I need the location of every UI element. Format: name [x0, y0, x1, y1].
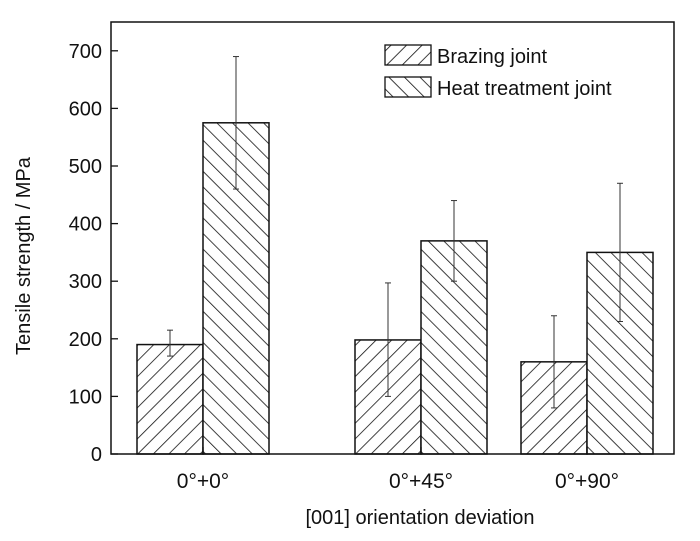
bars-layer	[136, 122, 654, 455]
y-tick-label-100: 100	[69, 386, 102, 408]
x-tick-label-0: 0°+0°	[177, 470, 229, 493]
legend-label-brazing-joint: Brazing joint	[437, 46, 548, 68]
x-tick-label-1: 0°+45°	[389, 470, 453, 493]
legend-item-heat-treatment-joint: Heat treatment joint	[384, 76, 612, 100]
y-axis-title: Tensile strength / MPa	[13, 156, 35, 355]
bar-brazing-joint-0	[136, 343, 204, 455]
y-tick-label-600: 600	[69, 98, 102, 120]
y-tick-label-500: 500	[69, 156, 102, 178]
y-tick-label-400: 400	[69, 214, 102, 236]
y-tick-label-700: 700	[69, 41, 102, 63]
y-axis-ticks: 0 100 200 300 400 500 600 700	[69, 41, 118, 466]
error-bars-layer	[167, 56, 623, 409]
legend-swatch-heat-treatment-joint	[384, 76, 432, 98]
x-tick-label-2: 0°+90°	[555, 470, 619, 493]
y-tick-label-0: 0	[91, 444, 102, 466]
x-axis-title: [001] orientation deviation	[305, 507, 534, 529]
legend-item-brazing-joint: Brazing joint	[384, 44, 548, 68]
y-tick-label-300: 300	[69, 271, 102, 293]
y-tick-label-200: 200	[69, 329, 102, 351]
legend: Brazing joint Heat treatment joint	[384, 44, 612, 100]
x-axis-ticks: 0°+0° 0°+45° 0°+90°	[177, 447, 619, 493]
legend-label-heat-treatment-joint: Heat treatment joint	[437, 78, 612, 100]
legend-swatch-brazing-joint	[384, 44, 432, 66]
plot-frame	[110, 21, 675, 455]
